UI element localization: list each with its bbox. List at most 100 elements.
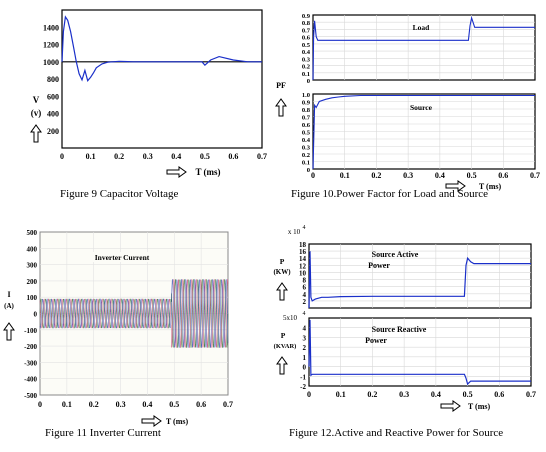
y-tick-label: 1400	[43, 23, 59, 32]
y-tick-label: 0.8	[302, 20, 311, 27]
y-tick-label: -2	[300, 383, 306, 391]
x-tick-label: 0.1	[336, 390, 346, 399]
x-tick-label: 0.2	[371, 171, 381, 180]
power-factor-chart: 00.10.20.30.40.50.60.70.80.9Load00.10.20…	[275, 13, 540, 192]
load-annotation: Load	[413, 23, 431, 32]
figure-12-panel: 18 16 14 12 10 8 6 4 2 x 10 4 Source Active Power P (K…	[273, 222, 546, 447]
x-tick-label: 0.4	[435, 171, 445, 180]
x-tick-label: 0.1	[86, 152, 96, 161]
y-tick-label: 0.9	[302, 100, 311, 107]
y-tick-label: 0.7	[302, 115, 311, 122]
source-reactive-power-series	[308, 319, 531, 386]
y-tick-label: -400	[24, 376, 37, 384]
fig12a-y-axis-unit: (KW)	[273, 268, 291, 276]
y-tick-label: 0.4	[302, 49, 311, 56]
source-pf-series	[312, 94, 535, 170]
y-tick-label: 0.2	[302, 64, 310, 71]
x-tick-label: 0.3	[399, 390, 409, 399]
x-tick-label: 0.4	[171, 152, 181, 161]
y-axis-arrow-icon	[276, 282, 288, 301]
figure-9-panel: 200 400 600 800 1000 1200 1400 0 0.1 0.2 0.3 0.4 0.5…	[0, 0, 273, 210]
x-tick-label: 0.6	[498, 171, 508, 180]
x-tick-label: 0.3	[116, 400, 126, 409]
y-tick-label: 200	[27, 278, 38, 286]
x-tick-label: 0.2	[89, 400, 99, 409]
y-tick-label: 0.3	[302, 145, 311, 152]
y-tick-label: 1000	[43, 58, 59, 67]
x-axis-arrow-icon	[445, 180, 466, 192]
fig9-frame	[61, 9, 263, 149]
fig12-x-axis-label: T (ms)	[468, 402, 491, 411]
source-annotation: Source	[410, 103, 433, 112]
x-tick-label: 0.6	[196, 400, 206, 409]
y-tick-label: -200	[24, 343, 37, 351]
y-tick-label: 0.1	[302, 160, 310, 167]
y-axis-arrow-icon	[276, 356, 288, 375]
y-tick-label: 1.0	[302, 92, 310, 99]
y-tick-label: 200	[47, 127, 59, 136]
y-tick-label: 0	[307, 167, 310, 174]
y-tick-label: 4	[303, 291, 307, 299]
y-tick-label: 10	[299, 269, 307, 277]
fig12-exponent-power: 4	[303, 225, 306, 231]
figure-12-caption: Figure 12.Active and Reactive Power for …	[289, 427, 504, 439]
y-tick-label: -1	[300, 373, 306, 381]
x-tick-label: 0.5	[169, 400, 179, 409]
fig11-x-axis-label: T (ms)	[166, 417, 189, 426]
y-tick-label: 1	[303, 354, 307, 362]
x-tick-label: 0.7	[530, 171, 540, 180]
fig9-y-axis-label: V	[33, 95, 40, 105]
x-tick-label: 0.5	[467, 171, 477, 180]
active-power-annotation-line2: Power	[368, 261, 390, 270]
x-tick-label: 0	[307, 390, 311, 399]
x-tick-label: 0.6	[228, 152, 238, 161]
y-tick-label: 300	[27, 262, 38, 270]
inverter-current-phase	[39, 278, 229, 349]
y-tick-label: 16	[299, 248, 307, 256]
fig12-exponent: x 10	[288, 228, 301, 236]
y-tick-label: 0.8	[302, 107, 311, 114]
source-active-power-series	[308, 251, 531, 309]
x-tick-label: 0.7	[223, 400, 233, 409]
fig10-y-axis-label: PF	[276, 81, 286, 90]
figure-9-caption: Figure 9 Capacitor Voltage	[60, 188, 179, 200]
y-tick-label: 0	[34, 311, 38, 319]
fig12a-y-axis-label: P	[280, 257, 285, 266]
y-tick-label: 0.2	[302, 152, 310, 159]
x-tick-label: 0.3	[403, 171, 413, 180]
fig9-x-axis-label: T (ms)	[195, 167, 220, 177]
x-tick-label: 0.7	[526, 390, 536, 399]
y-tick-label: 4	[303, 325, 307, 333]
y-axis-arrow-icon	[3, 322, 15, 341]
y-tick-label: 18	[299, 241, 307, 249]
figure-10-panel: 0 0.1 0.2 0.3 0.4 0.5 0.6 0.7 0.8 0.9 Load 0 0.1 0.2 0…	[273, 0, 546, 210]
x-tick-label: 0.2	[114, 152, 124, 161]
y-tick-label: 8	[303, 277, 307, 285]
x-tick-label: 0.6	[494, 390, 504, 399]
x-tick-label: 0	[38, 400, 42, 409]
y-tick-label: 0.9	[302, 13, 311, 20]
y-tick-label: 6	[303, 284, 307, 292]
y-tick-label: 0	[303, 364, 307, 372]
capacitor-voltage-series	[61, 15, 262, 82]
fig12b-y-axis-label: P	[281, 331, 286, 340]
capacitor-voltage-chart: 200 400 600 800 1000 1200 1400 0 0.1 0.2 0.3 0.4 0.5…	[30, 9, 267, 178]
figure-11-caption: Figure 11 Inverter Current	[45, 427, 161, 439]
fig12b-y-axis-unit: (KVAR)	[274, 343, 297, 350]
y-tick-label: 12	[299, 262, 307, 270]
x-tick-label: 0	[60, 152, 64, 161]
load-pf-series	[312, 15, 535, 81]
y-tick-label: 0.7	[302, 27, 311, 34]
figure-11-panel: 500 400 300 200 100 0 -100 -200 -300 -400 -500 0 0.1…	[0, 222, 273, 447]
y-tick-label: 0.6	[302, 35, 311, 42]
figure-10-caption: Figure 10.Power Factor for Load and Sour…	[291, 188, 489, 200]
y-tick-label: 0.5	[302, 42, 311, 49]
annotation-backdrop	[90, 252, 156, 262]
x-axis-arrow-icon	[440, 400, 461, 412]
y-tick-label: 600	[47, 92, 59, 101]
active-power-annotation: Source Active	[372, 250, 419, 259]
reactive-power-annotation: Source Reactive	[372, 325, 427, 334]
y-tick-label: 0.4	[302, 137, 311, 144]
reactive-power-annotation-line2: Power	[365, 336, 387, 345]
